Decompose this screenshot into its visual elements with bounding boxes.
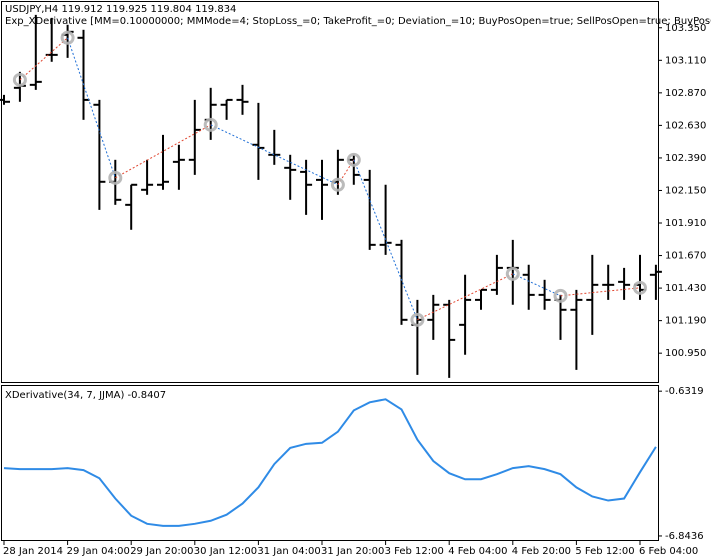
signal-marker — [203, 117, 218, 132]
indicator-title: XDerivative(34, 7, JJMA) -0.8407 — [5, 390, 166, 401]
y-tick-label: -6.8436 — [665, 531, 704, 542]
signal-link — [560, 287, 641, 297]
y-tick-label: 101.190 — [665, 316, 706, 327]
signal-marker — [346, 152, 361, 167]
y-tick-label: 102.630 — [665, 120, 706, 131]
x-tick-label: 4 Feb 04:00 — [448, 546, 507, 557]
x-tick-label: 29 Jan 04:00 — [67, 546, 130, 557]
y-tick-label: 100.950 — [665, 348, 706, 359]
x-tick-label: 30 Jan 12:00 — [194, 546, 257, 557]
signal-link — [512, 273, 561, 297]
y-tick-label: -0.6319 — [665, 386, 704, 397]
chart-title: USDJPY,H4 119.912 119.925 119.804 119.83… — [5, 4, 236, 15]
signal-marker — [553, 288, 568, 303]
signal-link — [353, 159, 418, 321]
signal-link — [19, 37, 68, 81]
indicator-panel — [1, 385, 659, 541]
y-tick-label: 102.870 — [665, 88, 706, 99]
x-tick-label: 3 Feb 12:00 — [385, 546, 444, 557]
indicator-line — [3, 398, 657, 527]
y-tick-label: 102.390 — [665, 153, 706, 164]
x-tick-label: 31 Jan 20:00 — [321, 546, 384, 557]
x-tick-label: 31 Jan 04:00 — [257, 546, 320, 557]
y-tick-label: 101.430 — [665, 283, 706, 294]
signal-marker — [60, 30, 75, 45]
main-panel — [1, 1, 659, 383]
signal-marker — [330, 177, 345, 192]
signal-marker — [410, 312, 425, 327]
x-tick-label: 6 Feb 04:00 — [639, 546, 698, 557]
signal-link — [210, 124, 339, 186]
y-tick-label: 103.350 — [665, 23, 706, 34]
x-tick-label: 4 Feb 20:00 — [512, 546, 571, 557]
y-tick-label: 101.670 — [665, 251, 706, 262]
x-tick-label: 28 Jan 2014 — [3, 546, 63, 557]
y-tick-label: 101.910 — [665, 218, 706, 229]
chart-subtitle: Exp_XDerivative [MM=0.10000000; MMMode=4… — [5, 16, 711, 27]
signal-link — [67, 37, 116, 179]
y-tick-label: 103.110 — [665, 55, 706, 66]
signal-marker — [633, 280, 647, 295]
x-tick-label: 29 Jan 20:00 — [130, 546, 193, 557]
signal-marker — [12, 72, 27, 87]
signal-marker — [505, 266, 520, 281]
y-tick-label: 102.150 — [665, 185, 706, 196]
signal-marker — [108, 170, 123, 185]
x-tick-label: 5 Feb 12:00 — [575, 546, 634, 557]
signal-link — [417, 273, 514, 321]
